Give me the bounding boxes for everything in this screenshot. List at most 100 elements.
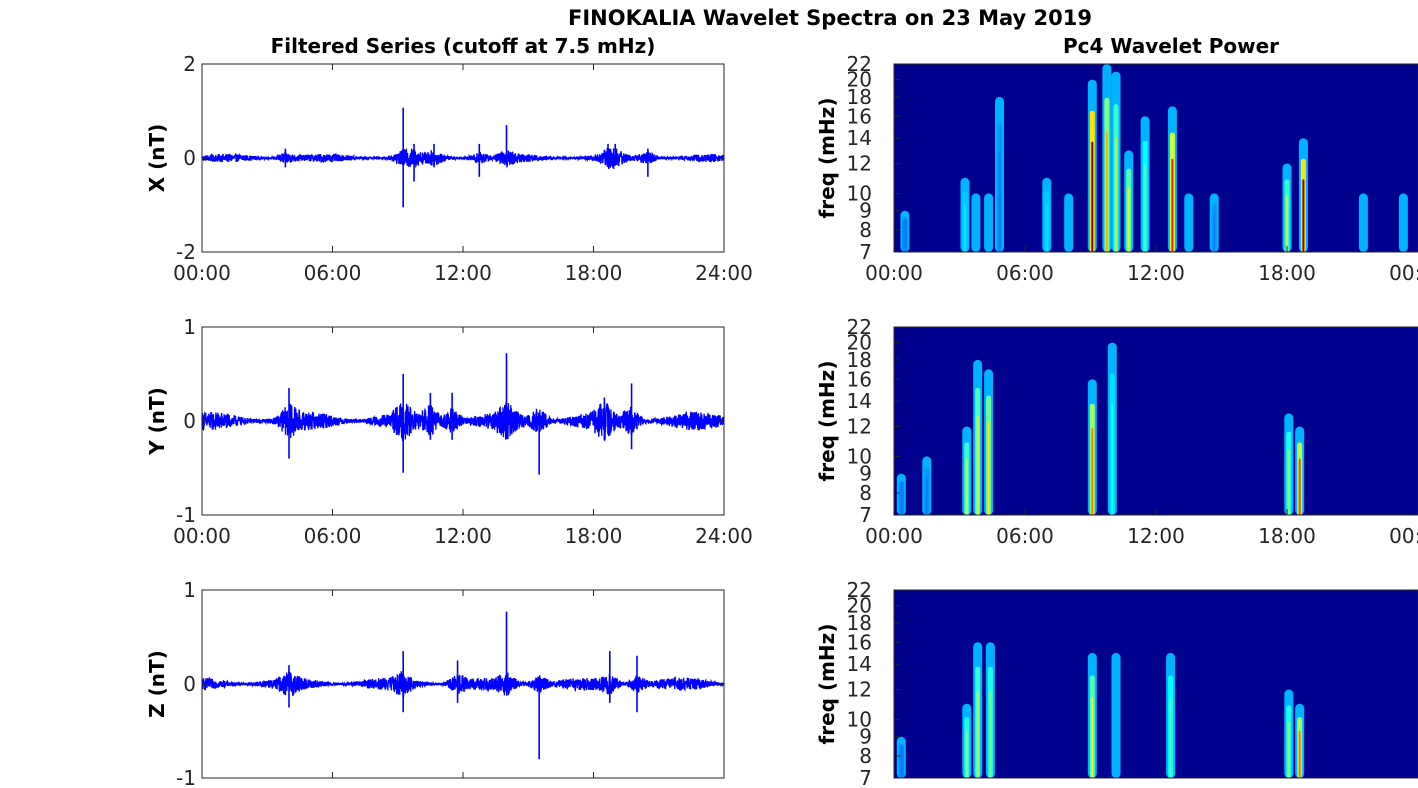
- spectrum1-ytick-label: 8: [859, 218, 872, 242]
- series1-ytick-label: -2: [176, 240, 196, 264]
- spectrum1-power-streak: [1127, 187, 1130, 252]
- spectrum3-ytick-label: 22: [847, 578, 872, 602]
- spectrum3-background: [894, 590, 1418, 778]
- spectrum2-ytick-label: 12: [847, 415, 872, 439]
- spectrum1-power-streak: [987, 214, 990, 252]
- series2-ytick-label: 1: [183, 315, 196, 339]
- spectrum2-xtick-label: 00:00: [1389, 524, 1418, 548]
- spectrum2-ylabel: freq (mHz): [815, 361, 839, 482]
- spectrum3-power-streak: [989, 691, 992, 778]
- series2-trace: [201, 401, 725, 442]
- series2-xtick-label: 18:00: [565, 524, 623, 548]
- spectrum1-power-streak: [1362, 214, 1365, 252]
- spectrum3-ytick-label: 8: [859, 744, 872, 768]
- series2-line-chart: 1 0 -100:00 06:00 12:00 18:00 24:00 Y (nT): [145, 315, 753, 548]
- spectrum2-axes-box: [893, 326, 1418, 516]
- spectrum1-ylabel: freq (mHz): [815, 98, 839, 219]
- spectrum1-power-streak: [964, 204, 966, 252]
- spectrum1-axes-box: [893, 63, 1418, 253]
- spectrum3-ytick-label: 9: [859, 725, 872, 749]
- series2-ylabel: Y (nT): [145, 387, 169, 456]
- series1-xtick-label: 12:00: [434, 261, 492, 285]
- spectrum1-power-streak: [1105, 131, 1108, 252]
- series1-axes-box: [201, 63, 725, 253]
- spectrum2-power-streak: [1091, 428, 1094, 515]
- right-column-title: Pc4 Wavelet Power: [1063, 34, 1279, 58]
- spectrum3-power-streak: [1287, 721, 1290, 778]
- spectrum2-ytick-label: 8: [859, 481, 872, 505]
- spectrum1-xtick-label: 00:00: [865, 261, 923, 285]
- spectrum3-ytick-label: 20: [847, 594, 872, 618]
- spectrum2-xtick-label: 18:00: [1258, 524, 1316, 548]
- series2-xtick-label: 24:00: [695, 524, 753, 548]
- spectrum3-ytick-label: 10: [847, 707, 872, 731]
- spectrum1-ytick-label: 14: [847, 126, 872, 150]
- spectrum3-power-streak: [898, 744, 904, 778]
- spectrum2-xtick-label: 06:00: [996, 524, 1054, 548]
- spectrum2-ytick-label: 18: [847, 348, 872, 372]
- spectrum3-ytick-label: 16: [847, 630, 872, 654]
- spectrum1-ytick-label: 10: [847, 181, 872, 205]
- spectrum2-ytick-label: 7: [859, 503, 872, 527]
- spectrum2-power-streak: [925, 477, 928, 515]
- spectrum1-ytick-label: 22: [847, 52, 872, 76]
- spectrum2-ytick-label: 16: [847, 367, 872, 391]
- spectrum3-power-streak: [1298, 730, 1301, 778]
- spectrum2-ytick-label: 9: [859, 462, 872, 486]
- series2-ytick-label: 0: [183, 409, 196, 433]
- spectrum2-power-streak: [1111, 404, 1114, 515]
- series1-ytick-label: 0: [183, 146, 196, 170]
- spectrum2-power-streak: [1287, 450, 1290, 515]
- series2-xtick-label: 06:00: [304, 524, 362, 548]
- series1-ytick-label: 2: [183, 52, 196, 76]
- spectrum2-power-streak: [898, 481, 904, 515]
- series3-axes-box: [201, 589, 725, 779]
- spectrum1-ytick-label: 20: [847, 68, 872, 92]
- spectrum2-ytick-label: 10: [847, 444, 872, 468]
- spectrum1-power-streak: [1067, 214, 1070, 252]
- spectrum1-ytick-label: 12: [847, 152, 872, 176]
- spectrum3-power-streak: [1169, 697, 1172, 778]
- series3-ytick-label: -1: [176, 766, 196, 788]
- spectrum1-background: [894, 64, 1418, 252]
- spectrum1-xtick-label: 00:00: [1389, 261, 1418, 285]
- spectrum3-ytick-label: 18: [847, 611, 872, 635]
- spectrum3-image: [894, 590, 1418, 778]
- series1-ylabel: X (nT): [145, 124, 169, 193]
- spectrum3-power-streak: [1115, 697, 1117, 778]
- spectrum1-power-streak: [1045, 204, 1048, 252]
- spectrum2-image: [894, 327, 1418, 515]
- spectrum3-axes-box: [893, 589, 1418, 779]
- spectrum2-power-streak: [965, 458, 968, 515]
- spectrum1-power-streak: [1115, 136, 1117, 252]
- spectrum1-power-streak: [1171, 158, 1174, 252]
- spectrum2-power-streak: [1298, 458, 1301, 515]
- spectrum3-ytick-label: 7: [859, 766, 872, 788]
- spectrum2-power-streak: [987, 421, 990, 515]
- spectrum1-power-streak: [1286, 195, 1288, 252]
- spectrum1-power-streak: [1302, 179, 1305, 252]
- spectrum2-background: [894, 327, 1418, 515]
- series3-ylabel: Z (nT): [145, 650, 169, 718]
- spectrum3-ylabel: freq (mHz): [815, 624, 839, 745]
- spectrum2-xtick-label: 12:00: [1127, 524, 1185, 548]
- series1-xtick-label: 24:00: [695, 261, 753, 285]
- series3-ytick-label: 0: [183, 672, 196, 696]
- spectrum1-ytick-label: 18: [847, 85, 872, 109]
- spectrum2-ytick-label: 20: [847, 331, 872, 355]
- spectrum1-xtick-label: 12:00: [1127, 261, 1185, 285]
- series1-xtick-label: 00:00: [173, 261, 231, 285]
- plot-area: 20-200:00 06:00 12:00 18:00 24:00X (nT)10-10…: [145, 52, 1418, 788]
- series2-ytick-label: -1: [176, 503, 196, 527]
- spectrum1-ytick-label: 7: [859, 240, 872, 264]
- series2-xtick-label: 12:00: [434, 524, 492, 548]
- series2-xtick-label: 00:00: [173, 524, 231, 548]
- left-column-title: Filtered Series (cutoff at 7.5 mHz): [271, 34, 656, 58]
- spectrum2-ytick-label: 14: [847, 389, 872, 413]
- series1-trace: [201, 147, 725, 170]
- spectrum1-power-streak: [974, 214, 977, 252]
- spectrum2-xtick-label: 00:00: [865, 524, 923, 548]
- series1-xtick-label: 06:00: [304, 261, 362, 285]
